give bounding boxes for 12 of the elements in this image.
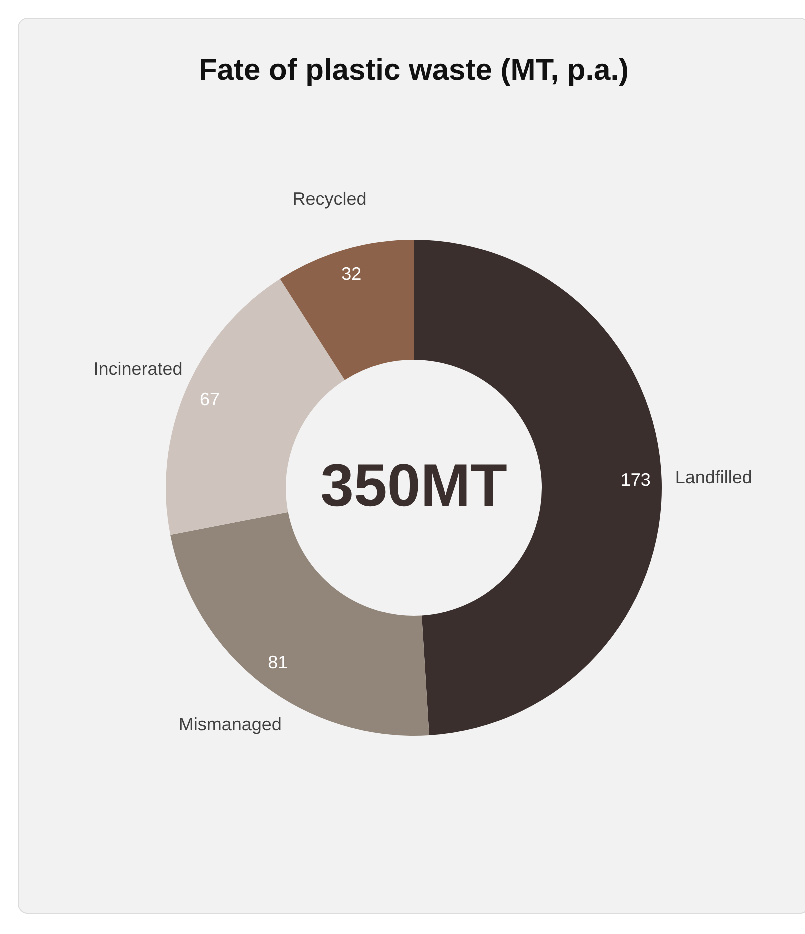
slice-label: Recycled bbox=[292, 189, 367, 210]
text: 350MT bbox=[320, 452, 508, 519]
slice-label: Landfilled bbox=[675, 468, 752, 488]
donut-slice bbox=[170, 512, 430, 736]
data-label: 32 bbox=[342, 264, 362, 284]
data-label: 67 bbox=[200, 390, 220, 410]
data-label: 173 bbox=[620, 470, 651, 490]
slice-label: Incinerated bbox=[94, 358, 183, 379]
slice-label: Mismanaged bbox=[178, 714, 282, 734]
donut-slice bbox=[280, 240, 414, 380]
chart-title: Fate of plastic waste (MT, p.a.) bbox=[198, 54, 630, 87]
data-label: 81 bbox=[268, 652, 288, 673]
